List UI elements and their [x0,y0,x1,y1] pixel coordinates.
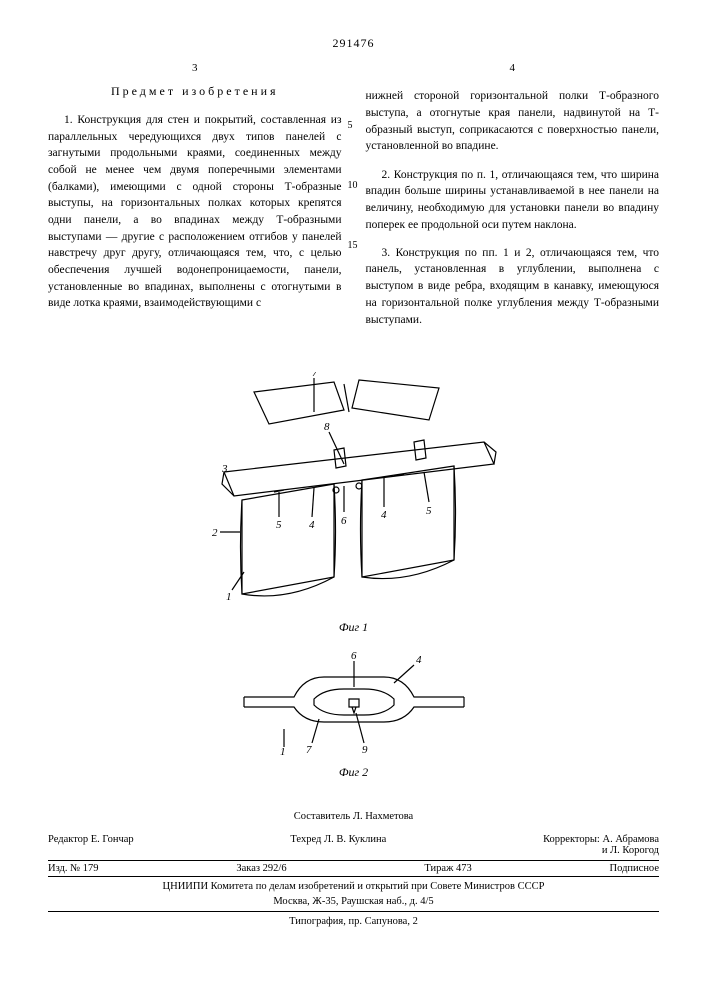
line-marker: 15 [348,240,358,251]
corrector-2: и Л. Корогод [602,845,659,856]
text-columns: 3 Предмет изобретения 1. Конструкция для… [48,61,659,340]
figure-1: 1 2 3 4 5 5 4 6 7 8 Фиг 1 [184,372,524,635]
document-number: 291476 [48,36,659,51]
podpisnoe: Подписное [610,863,659,874]
editor-name: Е. Гончар [91,834,134,845]
figure-1-svg: 1 2 3 4 5 5 4 6 7 8 [184,372,524,612]
publication-row: Изд. № 179 Заказ 292/6 Тираж 473 Подписн… [48,861,659,877]
techred-name: Л. В. Куклина [324,834,386,845]
line-marker: 5 [348,120,353,131]
izd-number: Изд. № 179 [48,863,99,874]
fig2-label-9: 9 [362,744,368,756]
correctors-label: Корректоры: [543,834,600,845]
line-marker: 10 [348,180,358,191]
editor-label: Редактор [48,834,88,845]
fig1-label-5b: 5 [426,505,432,517]
org-line: ЦНИИПИ Комитета по делам изобретений и о… [48,881,659,892]
correctors-block: Корректоры: А. Абрамова и Л. Корогод [543,834,659,856]
printer-line: Типография, пр. Сапунова, 2 [48,916,659,927]
fig2-label-1: 1 [280,746,286,757]
techred-block: Техред Л. В. Куклина [290,834,386,856]
credits-row: Редактор Е. Гончар Техред Л. В. Куклина … [48,834,659,861]
fig1-label-4b: 4 [381,509,387,521]
figure-2-svg: 1 4 6 7 9 [224,647,484,757]
composer-name: Л. Нахметова [353,811,413,822]
claims-heading: Предмет изобретения [48,83,342,100]
fig1-label-3: 3 [221,463,228,475]
right-page-number: 4 [366,61,660,77]
address-line: Москва, Ж-35, Раушская наб., д. 4/5 [48,896,659,912]
fig2-label-4: 4 [416,654,422,666]
figure-1-caption: Фиг 1 [184,620,524,635]
figure-2-caption: Фиг 2 [224,765,484,780]
fig1-label-7: 7 [312,372,318,379]
claim-2: 2. Конструкция по п. 1, отличающаяся тем… [366,167,660,234]
fig2-label-6: 6 [351,650,357,662]
fig1-label-5: 5 [276,519,282,531]
figure-2: 1 4 6 7 9 Фиг 2 [224,647,484,780]
techred-label: Техред [290,834,321,845]
tirazh: Тираж 473 [424,863,471,874]
claim-3: 3. Конструкция по пп. 1 и 2, отличающаяс… [366,245,660,328]
colophon: Составитель Л. Нахметова [48,810,659,825]
fig2-label-7: 7 [306,744,312,756]
left-page-number: 3 [48,61,342,77]
zakaz-number: Заказ 292/6 [236,863,286,874]
right-column: 4 нижней стороной горизонтальной полки Т… [366,61,660,340]
fig1-label-1: 1 [226,591,232,603]
fig1-label-6: 6 [341,515,347,527]
editor-block: Редактор Е. Гончар [48,834,134,856]
corrector-1: А. Абрамова [602,834,659,845]
fig1-label-2: 2 [212,527,218,539]
figure-area: 1 2 3 4 5 5 4 6 7 8 Фиг 1 [48,366,659,786]
composer-label: Составитель [294,811,350,822]
fig1-label-4: 4 [309,519,315,531]
claim-1: 1. Конструкция для стен и покрытий, сост… [48,112,342,312]
left-column: 3 Предмет изобретения 1. Конструкция для… [48,61,342,340]
fig1-label-8: 8 [324,421,330,433]
column2-continuation: нижней стороной горизонтальной полки Т-о… [366,88,660,155]
